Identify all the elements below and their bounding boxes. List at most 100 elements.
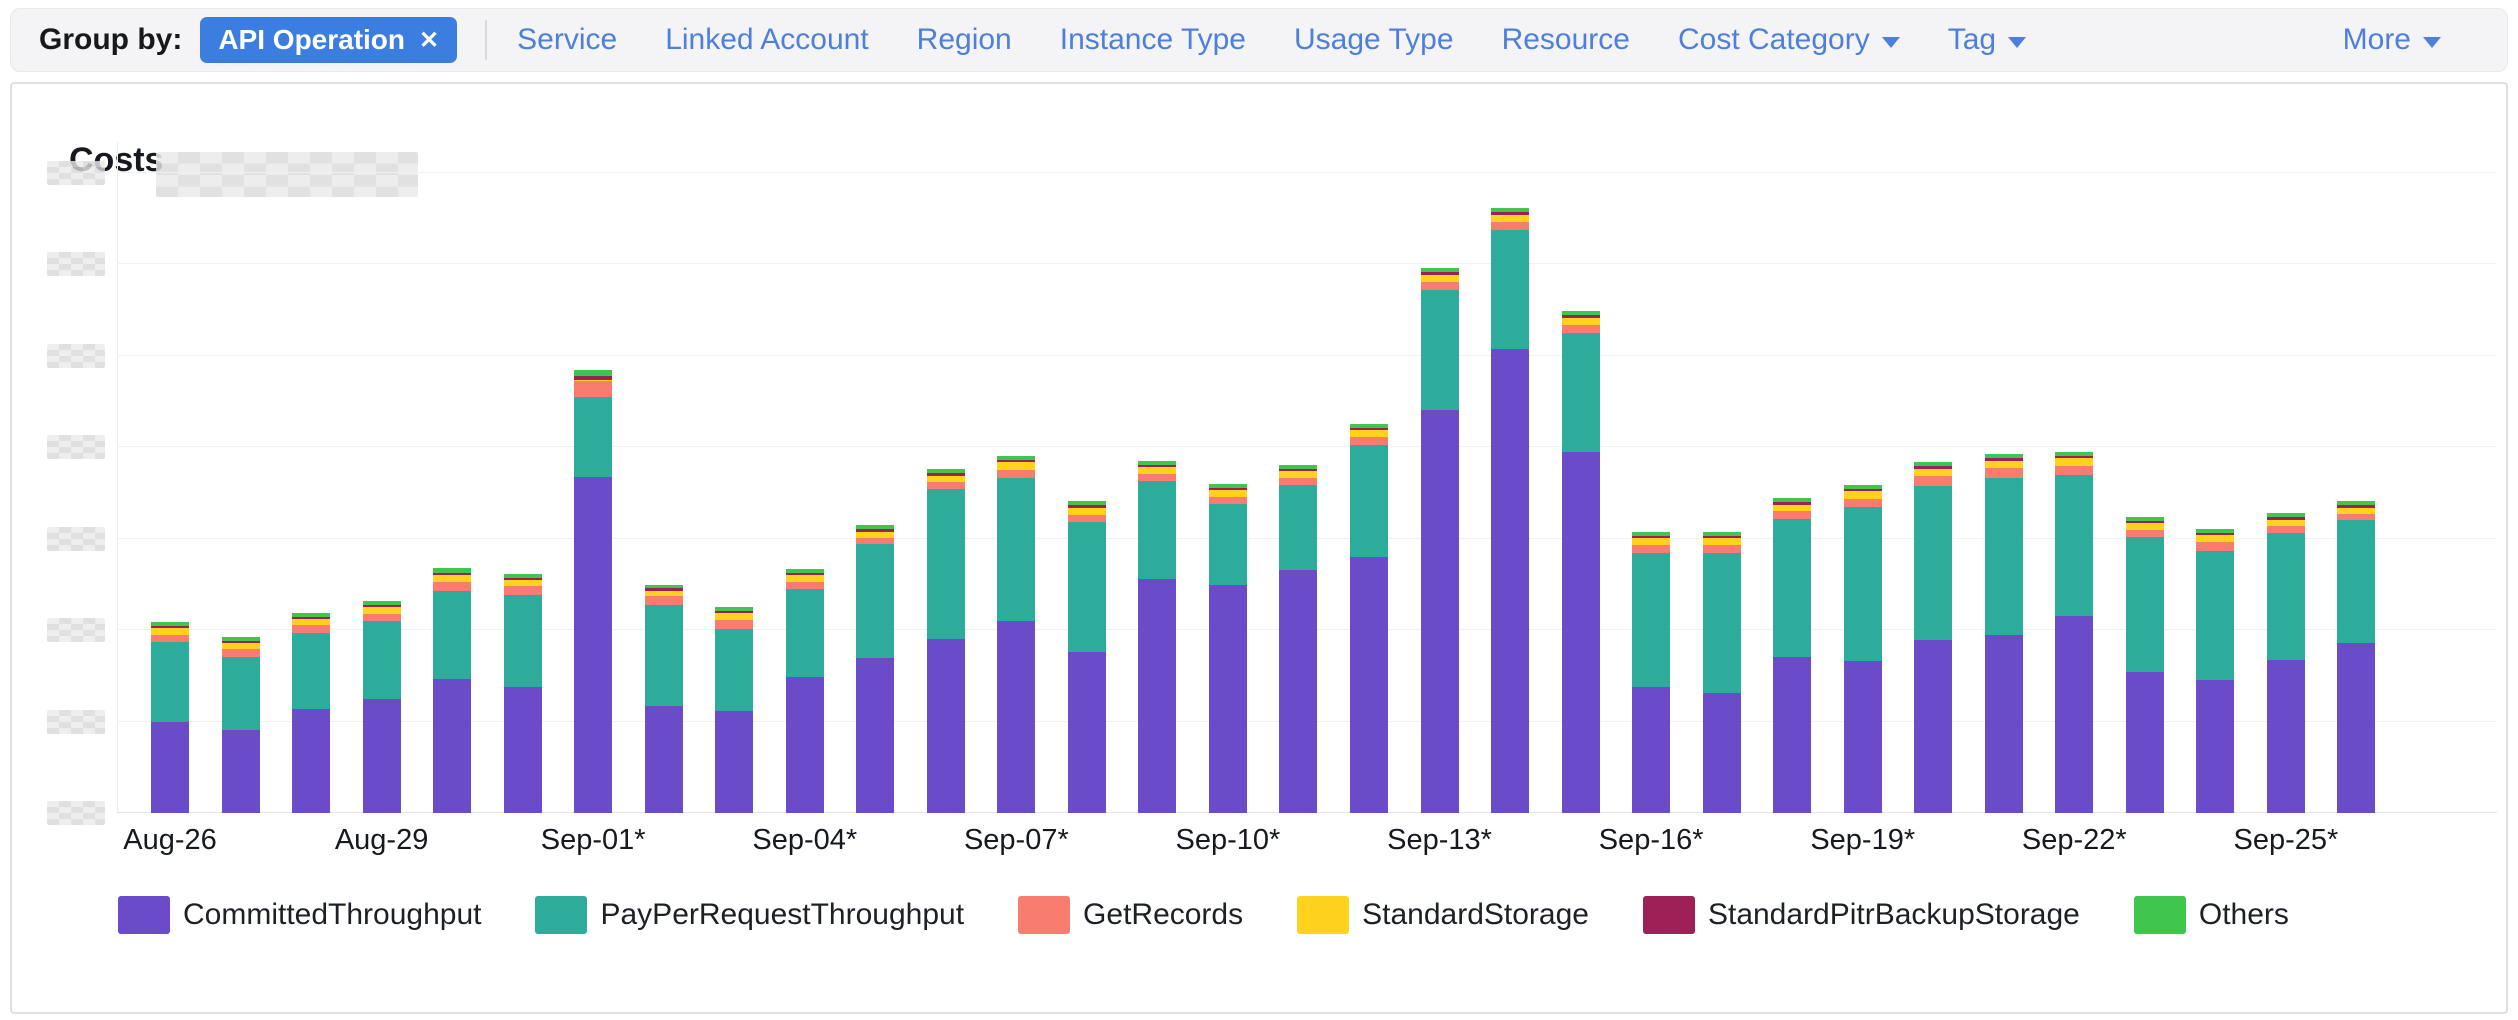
y-gridline <box>117 171 2497 173</box>
bar-sep-13[interactable] <box>1420 268 1459 813</box>
bar-segment-standardpitrbackupstorage <box>362 605 401 607</box>
selected-group-by-pill[interactable]: API Operation ✕ <box>200 17 458 63</box>
bar-segment-others <box>1984 454 2023 458</box>
bar-segment-standardstorage <box>1420 274 1459 282</box>
bar-segment-others <box>785 568 824 573</box>
bar-segment-others <box>2196 528 2235 533</box>
x-axis-tick-label: Sep-01* <box>540 824 646 856</box>
bar-sep-21[interactable] <box>1984 454 2023 813</box>
group-by-link-instance-type[interactable]: Instance Type <box>1060 23 1246 57</box>
legend-item-getrecords[interactable]: GetRecords <box>1018 896 1243 934</box>
bar-segment-others <box>2125 517 2164 521</box>
bar-sep-19[interactable] <box>1843 484 1882 813</box>
legend-item-standardstorage[interactable]: StandardStorage <box>1297 896 1589 934</box>
bar-aug-31[interactable] <box>503 573 542 813</box>
bar-aug-29[interactable] <box>362 601 401 813</box>
bar-segment-committedthroughput <box>1984 635 2023 813</box>
bar-aug-26[interactable] <box>151 621 189 813</box>
bar-sep-25[interactable] <box>2266 513 2305 813</box>
group-by-link-service[interactable]: Service <box>517 23 617 57</box>
bar-aug-30[interactable] <box>433 567 472 813</box>
more-menu-button[interactable]: More <box>2343 23 2441 57</box>
bar-sep-17[interactable] <box>1702 532 1741 813</box>
bar-segment-standardpitrbackupstorage <box>1632 536 1671 539</box>
bar-segment-payperrequestthroughput <box>1773 519 1812 657</box>
bar-segment-payperrequestthroughput <box>433 591 472 679</box>
bar-segment-payperrequestthroughput <box>856 544 895 658</box>
bar-segment-committedthroughput <box>715 711 754 813</box>
bar-segment-payperrequestthroughput <box>151 642 189 722</box>
bar-sep-12[interactable] <box>1350 423 1388 813</box>
bar-segment-getrecords <box>1914 475 1953 486</box>
legend-item-standardpitrbackupstorage[interactable]: StandardPitrBackupStorage <box>1642 896 2080 934</box>
group-by-link-cost-category[interactable]: Cost Category <box>1678 23 1900 57</box>
bar-sep-22[interactable] <box>2055 451 2094 813</box>
bar-segment-getrecords <box>1491 221 1530 230</box>
legend-item-committedthroughput[interactable]: CommittedThroughput <box>118 896 481 934</box>
bar-segment-committedthroughput <box>1138 579 1177 813</box>
bar-segment-committedthroughput <box>1632 687 1671 813</box>
bar-sep-02[interactable] <box>644 584 683 813</box>
bar-segment-standardpitrbackupstorage <box>2337 505 2376 508</box>
bar-segment-getrecords <box>856 538 895 544</box>
bar-sep-05[interactable] <box>856 525 895 813</box>
bar-sep-15[interactable] <box>1561 311 1600 813</box>
bar-segment-payperrequestthroughput <box>1702 553 1741 693</box>
bar-segment-standardpitrbackupstorage <box>221 640 260 643</box>
legend-item-others[interactable]: Others <box>2133 896 2289 934</box>
legend-label: PayPerRequestThroughput <box>600 898 965 931</box>
bar-aug-27[interactable] <box>221 636 260 813</box>
legend-item-payperrequestthroughput[interactable]: PayPerRequestThroughput <box>535 896 964 934</box>
bar-segment-payperrequestthroughput <box>221 657 260 730</box>
group-by-link-label: Usage Type <box>1294 23 1454 56</box>
bar-sep-16[interactable] <box>1632 532 1671 813</box>
bar-segment-payperrequestthroughput <box>644 605 683 706</box>
bar-sep-01[interactable] <box>574 370 613 813</box>
bar-aug-28[interactable] <box>292 612 331 813</box>
bar-segment-others <box>1208 484 1247 488</box>
group-by-link-linked-account[interactable]: Linked Account <box>665 23 868 57</box>
bar-segment-others <box>2266 513 2305 517</box>
bar-segment-others <box>574 370 613 376</box>
group-by-link-resource[interactable]: Resource <box>1502 23 1630 57</box>
group-by-link-region[interactable]: Region <box>917 23 1012 57</box>
bar-segment-standardpitrbackupstorage <box>1491 212 1530 215</box>
bar-segment-others <box>1702 532 1741 536</box>
bar-sep-09[interactable] <box>1138 460 1177 813</box>
bar-segment-getrecords <box>433 581 472 591</box>
group-by-link-tag[interactable]: Tag <box>1948 23 2027 57</box>
bar-segment-committedthroughput <box>1279 570 1318 813</box>
bar-segment-standardstorage <box>1773 504 1812 511</box>
chevron-down-icon <box>2423 36 2441 48</box>
bar-segment-getrecords <box>503 586 542 595</box>
bar-sep-08[interactable] <box>1067 501 1106 813</box>
bar-sep-23[interactable] <box>2125 517 2164 813</box>
bar-segment-payperrequestthroughput <box>1491 230 1530 349</box>
remove-filter-icon[interactable]: ✕ <box>419 26 440 54</box>
bar-sep-04[interactable] <box>785 568 824 813</box>
bar-segment-payperrequestthroughput <box>1843 507 1882 661</box>
bar-sep-14[interactable] <box>1491 208 1530 813</box>
bar-sep-07[interactable] <box>997 455 1036 813</box>
bar-segment-getrecords <box>926 482 965 489</box>
bar-segment-standardstorage <box>644 590 683 596</box>
group-by-link-usage-type[interactable]: Usage Type <box>1294 23 1454 57</box>
bar-segment-standardstorage <box>1138 467 1177 474</box>
bar-segment-standardstorage <box>2055 458 2094 466</box>
bar-segment-payperrequestthroughput <box>503 595 542 687</box>
bar-sep-06[interactable] <box>926 469 965 813</box>
legend-swatch-icon <box>2133 896 2186 934</box>
bar-segment-standardpitrbackupstorage <box>997 459 1036 462</box>
bar-segment-committedthroughput <box>1843 661 1882 813</box>
bar-segment-others <box>1420 268 1459 272</box>
bar-sep-20[interactable] <box>1914 461 1953 813</box>
bar-segment-standardpitrbackupstorage <box>785 572 824 575</box>
bar-sep-11[interactable] <box>1279 465 1318 813</box>
bar-sep-18[interactable] <box>1773 498 1812 813</box>
bar-segment-others <box>221 636 260 641</box>
bar-sep-03[interactable] <box>715 606 754 813</box>
bar-segment-standardstorage <box>1984 460 2023 468</box>
bar-sep-10[interactable] <box>1208 484 1247 813</box>
bar-sep-26[interactable] <box>2337 501 2376 813</box>
bar-sep-24[interactable] <box>2196 528 2235 813</box>
